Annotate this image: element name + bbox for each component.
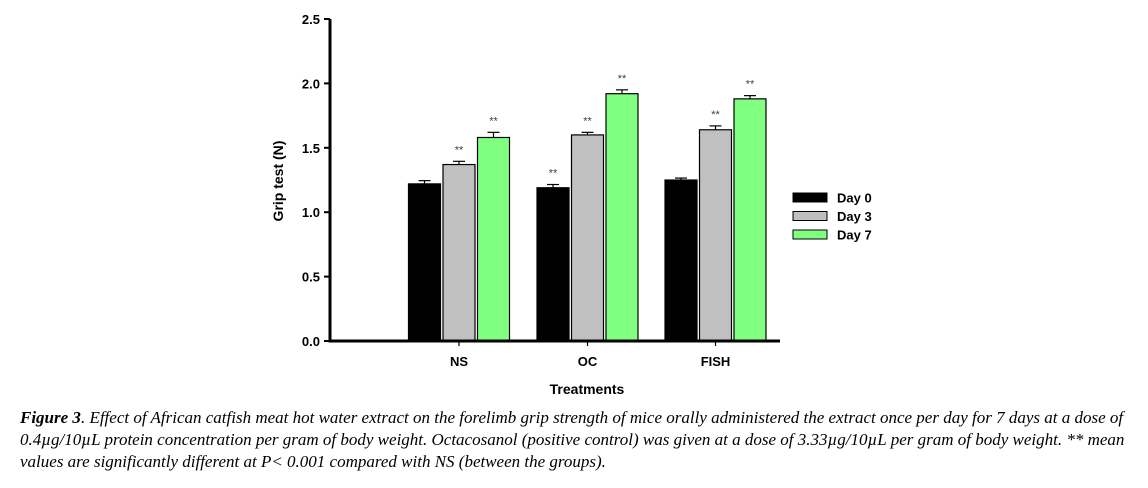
significance-marker: ** xyxy=(618,73,627,85)
y-tick-label: 1.5 xyxy=(302,141,320,156)
y-tick-label: 2.5 xyxy=(302,12,320,27)
y-tick-label: 0.0 xyxy=(302,334,320,349)
bars-layer: ** ** ** ** ** ** ** xyxy=(407,73,767,342)
bar-oc-day-3 xyxy=(570,134,605,342)
caption-text: . Effect of African catfish meat hot wat… xyxy=(20,408,1125,471)
x-tick-label: FISH xyxy=(701,354,731,369)
x-axis-title: Treatments xyxy=(550,381,625,397)
significance-marker: ** xyxy=(746,79,755,91)
bar-fish-day-7 xyxy=(733,98,767,342)
bar-fish-day-3 xyxy=(698,129,733,342)
figure-label: Figure 3 xyxy=(20,408,81,427)
legend: Day 0 Day 3 Day 7 xyxy=(792,191,872,243)
y-tick-label: 2.0 xyxy=(302,76,320,91)
bar-ns-day-3 xyxy=(442,163,476,342)
bar-oc-day-7 xyxy=(605,93,639,342)
legend-label: Day 7 xyxy=(837,228,872,243)
legend-swatch-day-3 xyxy=(792,211,828,221)
y-tick-label: 0.5 xyxy=(302,270,320,285)
axes-layer: NS OC FISH 0.0 0.5 1.0 1.5 2.0 2.5 Treatments Grip… xyxy=(270,12,780,397)
y-axis-title: Grip test (N) xyxy=(270,141,286,222)
y-tick-label: 1.0 xyxy=(302,205,320,220)
x-tick-label: NS xyxy=(450,354,468,369)
significance-marker: ** xyxy=(489,115,498,127)
bar-ns-day-7 xyxy=(476,136,511,342)
x-tick-label: OC xyxy=(578,354,598,369)
significance-marker: ** xyxy=(711,109,720,121)
bar-ns-day-0 xyxy=(407,183,442,342)
bar-chart: ** ** ** ** ** ** ** NS OC FISH 0.0 0.5 1.0 1.5 2.0 2.… xyxy=(270,12,872,397)
significance-marker: ** xyxy=(549,168,558,180)
bar-fish-day-0 xyxy=(664,179,698,342)
legend-label: Day 3 xyxy=(837,209,872,224)
legend-swatch-day-7 xyxy=(792,229,828,240)
significance-marker: ** xyxy=(455,144,464,156)
legend-label: Day 0 xyxy=(837,191,872,206)
legend-swatch-day-0 xyxy=(792,192,828,203)
bar-oc-day-0 xyxy=(536,187,570,342)
significance-marker: ** xyxy=(583,115,592,127)
figure-caption: Figure 3. Effect of African catfish meat… xyxy=(20,407,1145,473)
